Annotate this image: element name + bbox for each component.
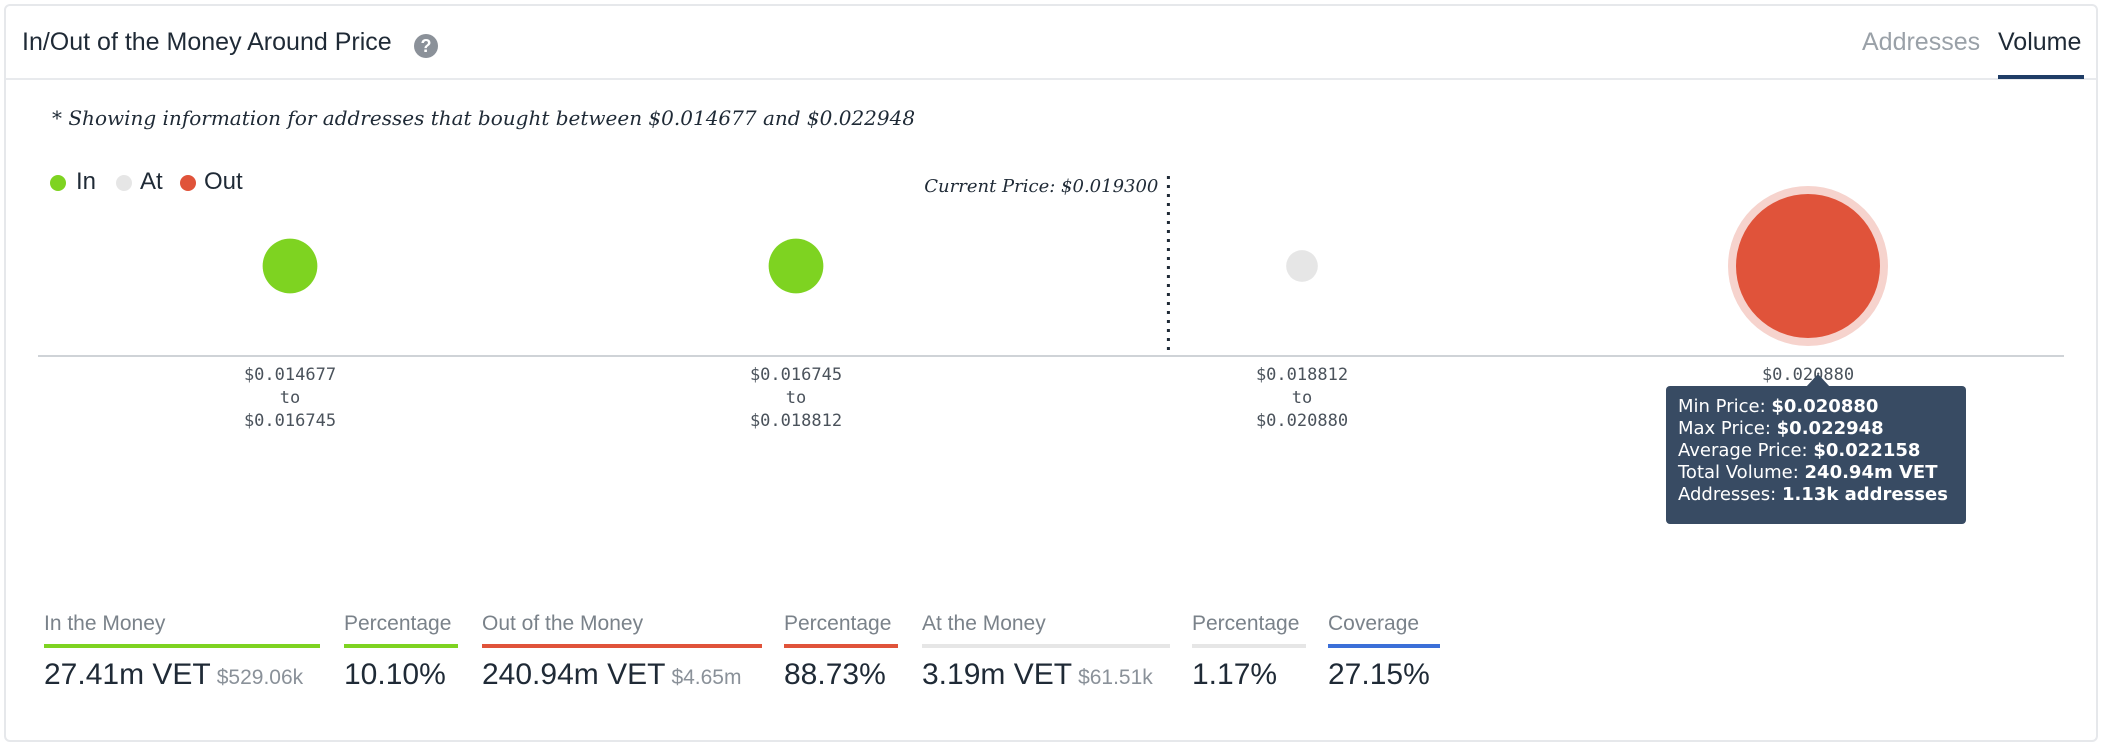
stat-at-the-money: At the Money 3.19m VET $61.51k xyxy=(922,612,1170,691)
tooltip-row-min-price: Min Price: $0.020880 xyxy=(1678,396,1879,417)
bubble-chart: Current Price: $0.019300 $0.014677 to $0.01… xyxy=(38,176,2064,431)
bubble-in-1 xyxy=(262,238,318,294)
stat-coverage: Coverage 27.15% xyxy=(1328,612,1440,691)
legend-at-dot xyxy=(116,175,132,191)
tab-addresses[interactable]: Addresses xyxy=(1862,28,1981,56)
legend-at-label[interactable]: At xyxy=(140,168,163,195)
tooltip-row-addresses: Addresses: 1.13k addresses xyxy=(1678,484,1948,505)
tick-label-connector: to xyxy=(280,388,300,408)
legend-out-dot xyxy=(180,175,196,191)
tooltip-row-max-price: Max Price: $0.022948 xyxy=(1678,418,1884,439)
legend-in-label[interactable]: In xyxy=(76,168,97,195)
tick-label-to: $0.018812 xyxy=(750,411,842,431)
active-tab-indicator xyxy=(1998,75,2084,79)
tooltip-arrow xyxy=(1806,374,1830,387)
bubble-in-2 xyxy=(768,238,824,294)
in-out-money-card: In/Out of the Money Around Price ? Addre… xyxy=(4,4,2098,742)
tick-label-to: $0.020880 xyxy=(1256,411,1348,431)
stat-out-percentage: Percentage 88.73% xyxy=(784,612,898,691)
tick-label-from: $0.014677 xyxy=(244,365,336,385)
legend-in-dot xyxy=(50,175,66,191)
tick-label-to: $0.016745 xyxy=(244,411,336,431)
stat-at-percentage: Percentage 1.17% xyxy=(1192,612,1306,691)
card-title: In/Out of the Money Around Price xyxy=(22,28,392,56)
tooltip-row-total-volume: Total Volume: 240.94m VET xyxy=(1678,462,1938,483)
card-header: In/Out of the Money Around Price ? Addre… xyxy=(6,6,2096,80)
current-price-label: Current Price: $0.019300 xyxy=(924,176,1158,197)
stat-in-percentage: Percentage 10.10% xyxy=(344,612,458,691)
bubble-tooltip: Min Price: $0.020880 Max Price: $0.02294… xyxy=(1666,386,1966,524)
tick-label-from: $0.016745 xyxy=(750,365,842,385)
bubble-at-3 xyxy=(1286,250,1318,282)
tick-label-connector: to xyxy=(786,388,806,408)
help-icon[interactable]: ? xyxy=(414,34,438,58)
bubble-out-4 xyxy=(1736,194,1880,338)
stat-in-the-money: In the Money 27.41m VET $529.06k xyxy=(44,612,320,691)
tick-label-connector: to xyxy=(1292,388,1312,408)
tooltip-row-average-price: Average Price: $0.022158 xyxy=(1678,440,1921,461)
tab-volume[interactable]: Volume xyxy=(1998,28,2082,56)
range-note: * Showing information for addresses that… xyxy=(52,106,916,130)
legend-out-label[interactable]: Out xyxy=(204,168,243,195)
tick-label-from: $0.018812 xyxy=(1256,365,1348,385)
stat-out-of-the-money: Out of the Money 240.94m VET $4.65m xyxy=(482,612,762,691)
